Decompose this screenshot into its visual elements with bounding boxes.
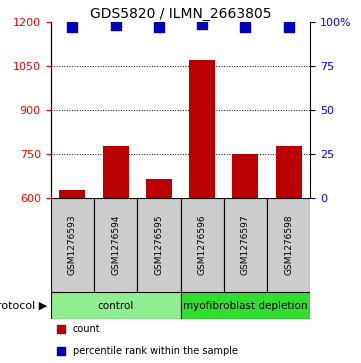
Bar xyxy=(103,147,129,198)
Bar xyxy=(51,292,180,319)
Bar xyxy=(180,198,224,292)
Bar xyxy=(276,147,302,198)
Point xyxy=(69,24,75,30)
Bar xyxy=(224,198,267,292)
Point xyxy=(156,24,162,30)
Text: count: count xyxy=(73,325,100,334)
Bar xyxy=(51,198,94,292)
Text: GSM1276593: GSM1276593 xyxy=(68,215,77,276)
Bar xyxy=(146,179,172,198)
Bar xyxy=(94,198,137,292)
Bar xyxy=(180,292,310,319)
Text: control: control xyxy=(97,301,134,311)
Text: GSM1276598: GSM1276598 xyxy=(284,215,293,276)
Title: GDS5820 / ILMN_2663805: GDS5820 / ILMN_2663805 xyxy=(90,7,271,21)
Text: myofibroblast depletion: myofibroblast depletion xyxy=(183,301,308,311)
Point xyxy=(286,24,292,30)
Bar xyxy=(137,198,180,292)
Point xyxy=(58,348,64,354)
Bar xyxy=(59,191,85,198)
Bar xyxy=(189,60,215,198)
Point xyxy=(58,327,64,333)
Point xyxy=(113,23,118,28)
Point xyxy=(243,24,248,30)
Text: GSM1276594: GSM1276594 xyxy=(111,215,120,275)
Text: percentile rank within the sample: percentile rank within the sample xyxy=(73,346,238,356)
Point xyxy=(199,21,205,26)
Text: GSM1276596: GSM1276596 xyxy=(198,215,206,276)
Text: GSM1276597: GSM1276597 xyxy=(241,215,250,276)
Bar xyxy=(267,198,310,292)
Text: GSM1276595: GSM1276595 xyxy=(155,215,163,276)
Bar xyxy=(232,154,258,198)
Text: protocol ▶: protocol ▶ xyxy=(0,301,47,311)
